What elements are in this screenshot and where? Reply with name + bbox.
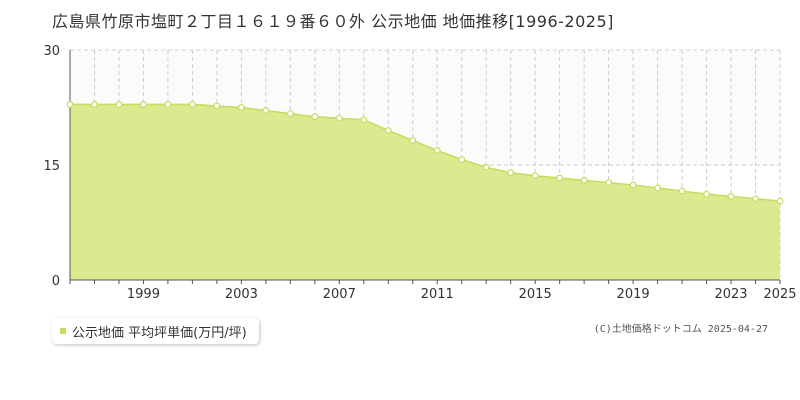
land-price-chart: 0 15 30 1999 2003 2007 2011 2015 2019 2023 2025 <box>43 44 796 302</box>
data-point <box>752 195 759 203</box>
data-point <box>189 101 196 108</box>
data-point <box>262 107 270 114</box>
credit-text: (C)土地価格ドットコム 2025-04-27 <box>593 324 768 335</box>
label-layer: 0 15 30 1999 2003 2007 2011 2015 2019 2023 2025 <box>43 44 796 302</box>
data-point <box>66 101 74 108</box>
x-tick-label: 2007 <box>323 287 356 302</box>
x-tick-label: 2023 <box>714 287 747 302</box>
x-tick-label: 1999 <box>127 287 160 302</box>
series-line <box>70 103 781 202</box>
data-point <box>213 102 221 110</box>
data-point <box>605 179 613 187</box>
legend: 公示地価 平均坪単価(万円/坪) <box>52 318 259 344</box>
x-tick-label: 2003 <box>225 287 258 302</box>
legend-marker <box>60 328 66 334</box>
x-tick-label: 2019 <box>617 287 650 302</box>
data-point <box>164 101 172 108</box>
data-point <box>507 169 515 177</box>
x-tick-label: 2011 <box>421 287 454 302</box>
x-tick-label: 2015 <box>519 287 552 302</box>
data-point <box>409 137 417 144</box>
data-point <box>237 104 245 111</box>
data-point <box>727 193 735 200</box>
y-tick-label: 0 <box>52 274 60 289</box>
data-point <box>531 172 539 180</box>
data-point <box>335 114 343 122</box>
data-point <box>776 197 784 205</box>
y-tick-label: 15 <box>43 159 60 174</box>
legend-label: 公示地価 平均坪単価(万円/坪) <box>72 325 247 341</box>
axis-layer <box>69 50 781 284</box>
data-point <box>286 110 294 118</box>
series-area <box>70 104 780 280</box>
data-point <box>115 101 123 108</box>
data-point <box>433 147 441 154</box>
data-point <box>703 190 710 198</box>
area-layer <box>70 103 781 280</box>
data-point <box>384 127 392 134</box>
y-tick-label: 30 <box>43 44 60 59</box>
data-point <box>311 113 319 121</box>
data-point <box>482 163 490 171</box>
x-tick-label: 2025 <box>763 287 796 302</box>
data-point <box>91 101 98 108</box>
data-point <box>360 116 368 124</box>
point-layer <box>66 101 784 205</box>
data-point <box>580 176 588 184</box>
data-point <box>458 156 466 164</box>
data-point <box>678 187 686 195</box>
data-point <box>654 184 661 192</box>
data-point <box>556 174 564 182</box>
data-point <box>629 181 637 189</box>
chart-title: 広島県竹原市塩町２丁目１６１９番６０外 公示地価 地価推移[1996-2025] <box>52 12 614 31</box>
data-point <box>140 101 147 108</box>
